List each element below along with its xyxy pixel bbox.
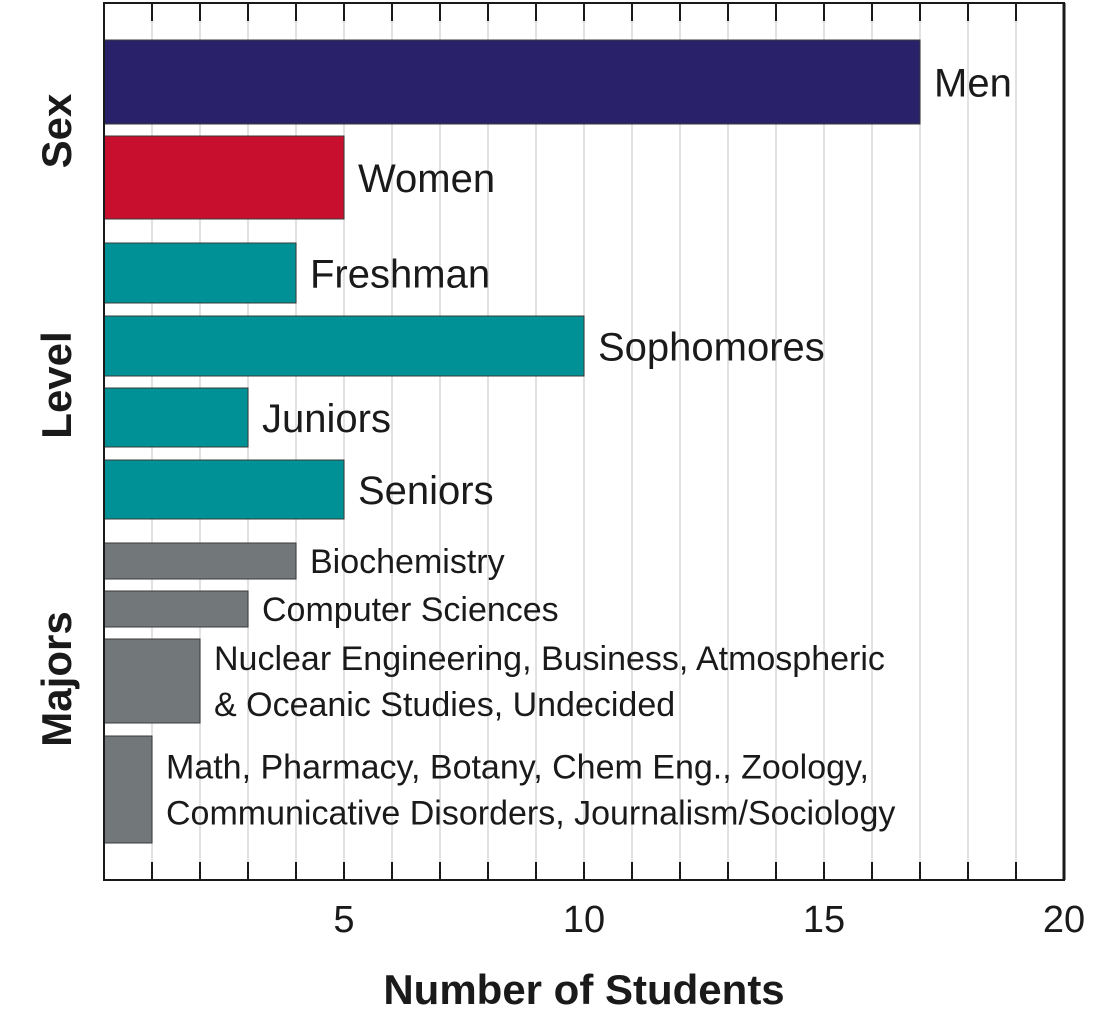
bar — [103, 590, 249, 628]
bar-label: Sophomores — [598, 325, 825, 369]
bar-label: & Oceanic Studies, Undecided — [214, 686, 675, 724]
x-tick-label: 10 — [563, 899, 605, 941]
x-tick-label: 15 — [803, 899, 845, 941]
bar-label: Communicative Disorders, Journalism/Soci… — [166, 795, 895, 833]
bar-label: Freshman — [310, 252, 490, 296]
group-labels: Sex Level Majors — [33, 93, 80, 747]
bar-labels: Men Women Freshman Sophomores Juniors Seniors… — [166, 61, 1012, 832]
bar — [103, 735, 153, 844]
bar-label: Biochemistry — [310, 543, 505, 581]
x-tick-label: 5 — [333, 899, 354, 941]
x-tick-labels: 5 10 15 20 — [333, 899, 1085, 941]
bar — [103, 135, 345, 220]
bar — [103, 39, 921, 125]
gridlines — [151, 3, 1017, 880]
bar-label: Nuclear Engineering, Business, Atmospher… — [214, 640, 885, 678]
bar-label: Women — [358, 157, 495, 201]
bar — [103, 459, 345, 520]
bars — [103, 39, 921, 844]
bar-label: Seniors — [358, 469, 494, 513]
group-label: Level — [33, 331, 80, 438]
tick-marks — [151, 3, 1017, 880]
group-label: Majors — [33, 611, 80, 746]
bar — [103, 638, 201, 724]
bar-label: Juniors — [262, 397, 391, 441]
x-axis-label: Number of Students — [383, 966, 784, 1013]
bar-label: Math, Pharmacy, Botany, Chem Eng., Zoolo… — [166, 749, 869, 787]
group-label: Sex — [33, 93, 80, 168]
bar-label: Computer Sciences — [262, 591, 559, 629]
bar-label: Men — [934, 61, 1012, 105]
bar — [103, 242, 297, 304]
bar — [103, 315, 585, 377]
bar — [103, 387, 249, 448]
bar — [103, 542, 297, 580]
x-tick-label: 20 — [1043, 899, 1085, 941]
